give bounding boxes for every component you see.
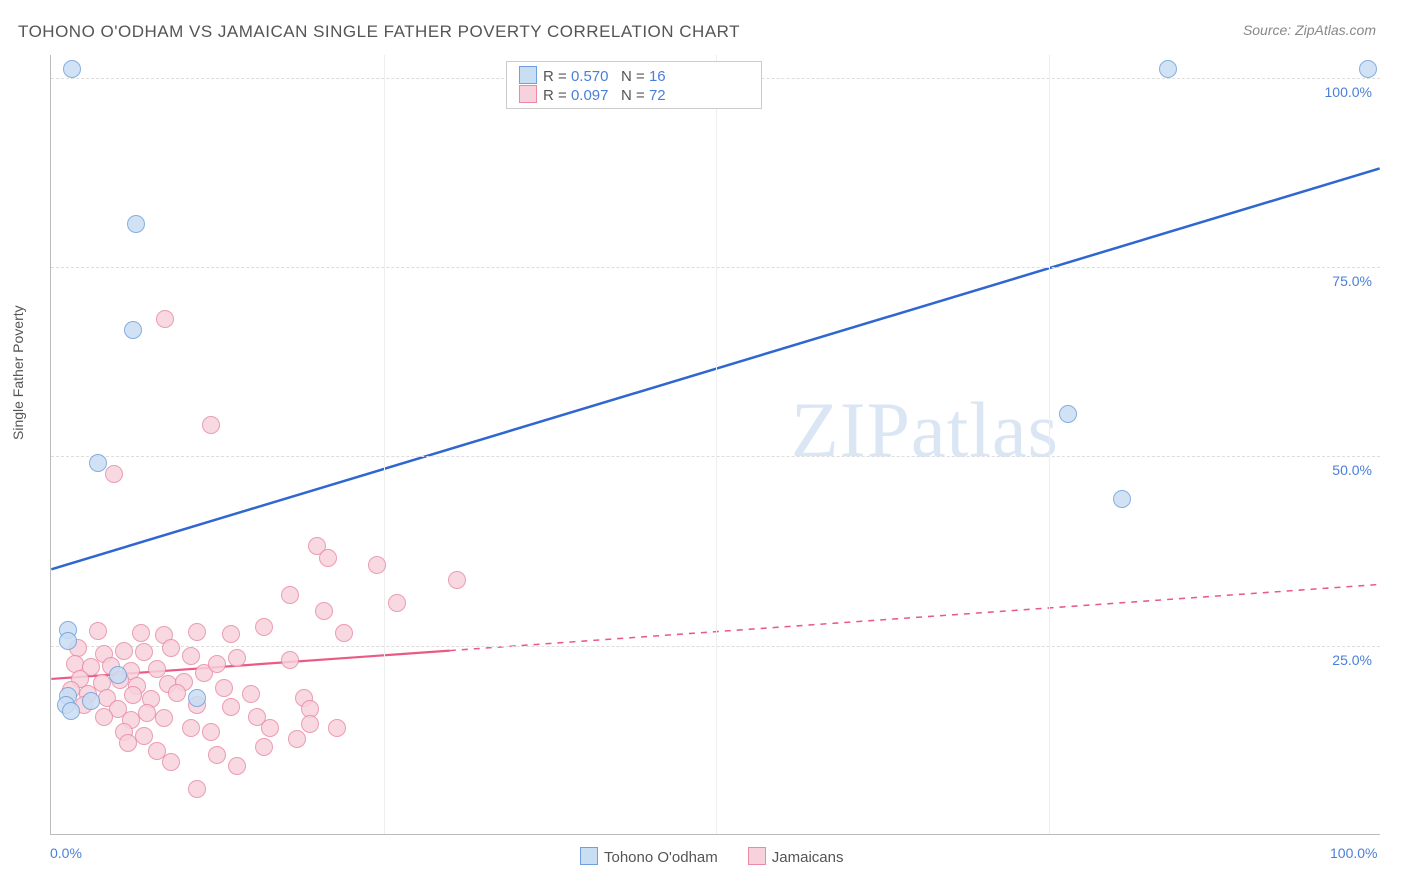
legend-swatch	[748, 847, 766, 865]
scatter-point	[138, 704, 156, 722]
scatter-point	[119, 734, 137, 752]
correlation-legend: R = 0.570 N = 16R = 0.097 N = 72	[506, 61, 762, 109]
scatter-point	[228, 757, 246, 775]
scatter-point	[162, 639, 180, 657]
scatter-point	[228, 649, 246, 667]
series-name: Jamaicans	[772, 849, 844, 866]
scatter-point	[115, 642, 133, 660]
scatter-point	[388, 594, 406, 612]
scatter-point	[95, 708, 113, 726]
gridline-v	[384, 55, 385, 834]
scatter-point	[132, 624, 150, 642]
scatter-point	[155, 709, 173, 727]
series-legend-item: Tohono O'odham	[580, 849, 718, 866]
scatter-point	[1059, 405, 1077, 423]
scatter-point	[82, 692, 100, 710]
y-tick-label: 75.0%	[1332, 273, 1372, 289]
source-name: ZipAtlas.com	[1295, 22, 1376, 38]
legend-swatch	[519, 66, 537, 84]
scatter-point	[261, 719, 279, 737]
legend-n-prefix: N =	[621, 87, 649, 104]
y-tick-label: 25.0%	[1332, 652, 1372, 668]
scatter-point	[168, 684, 186, 702]
scatter-point	[89, 454, 107, 472]
scatter-point	[335, 624, 353, 642]
series-name: Tohono O'odham	[604, 849, 718, 866]
legend-r-prefix: R =	[543, 87, 571, 104]
scatter-point	[301, 715, 319, 733]
scatter-point	[208, 655, 226, 673]
legend-swatch	[580, 847, 598, 865]
series-legend: Tohono O'odham Jamaicans	[580, 847, 873, 866]
legend-n-value: 72	[649, 87, 666, 104]
gridline-v	[716, 55, 717, 834]
source-prefix: Source:	[1243, 22, 1295, 38]
legend-n-value: 16	[649, 68, 666, 85]
scatter-point	[127, 215, 145, 233]
y-tick-label: 50.0%	[1332, 462, 1372, 478]
scatter-point	[1159, 60, 1177, 78]
scatter-point	[105, 465, 123, 483]
x-tick-label: 100.0%	[1330, 845, 1377, 861]
scatter-point	[124, 686, 142, 704]
legend-n-prefix: N =	[621, 68, 649, 85]
gridline-v	[1049, 55, 1050, 834]
scatter-point	[124, 321, 142, 339]
source-credit: Source: ZipAtlas.com	[1243, 22, 1376, 38]
scatter-point	[59, 632, 77, 650]
scatter-point	[215, 679, 233, 697]
trend-line-dashed	[450, 584, 1380, 650]
chart-title: TOHONO O'ODHAM VS JAMAICAN SINGLE FATHER…	[18, 22, 740, 42]
scatter-point	[208, 746, 226, 764]
watermark: ZIPatlas	[791, 385, 1059, 475]
series-legend-item: Jamaicans	[748, 849, 844, 866]
legend-r-value: 0.097	[571, 87, 609, 104]
scatter-point	[328, 719, 346, 737]
scatter-point	[182, 647, 200, 665]
scatter-point	[281, 651, 299, 669]
x-tick-label: 0.0%	[50, 845, 82, 861]
scatter-point	[109, 666, 127, 684]
scatter-point	[188, 780, 206, 798]
correlation-legend-row: R = 0.097 N = 72	[519, 85, 749, 104]
scatter-point	[135, 643, 153, 661]
scatter-point	[162, 753, 180, 771]
scatter-point	[281, 586, 299, 604]
scatter-point	[319, 549, 337, 567]
scatter-point	[63, 60, 81, 78]
correlation-legend-row: R = 0.570 N = 16	[519, 66, 749, 85]
scatter-point	[255, 738, 273, 756]
scatter-point	[188, 689, 206, 707]
legend-r-value: 0.570	[571, 68, 609, 85]
scatter-point	[1359, 60, 1377, 78]
scatter-point	[222, 698, 240, 716]
scatter-point	[156, 310, 174, 328]
legend-r-prefix: R =	[543, 68, 571, 85]
scatter-point	[255, 618, 273, 636]
scatter-point	[135, 727, 153, 745]
scatter-point	[62, 702, 80, 720]
scatter-point	[1113, 490, 1131, 508]
legend-swatch	[519, 85, 537, 103]
y-axis-label: Single Father Poverty	[10, 305, 26, 440]
scatter-point	[202, 723, 220, 741]
plot-area: ZIPatlas 25.0% 50.0% 75.0% 100.0% R = 0.570 …	[50, 55, 1380, 835]
scatter-point	[188, 623, 206, 641]
scatter-point	[242, 685, 260, 703]
scatter-point	[89, 622, 107, 640]
scatter-point	[202, 416, 220, 434]
y-tick-label: 100.0%	[1325, 84, 1372, 100]
scatter-point	[182, 719, 200, 737]
scatter-point	[222, 625, 240, 643]
scatter-point	[315, 602, 333, 620]
scatter-point	[368, 556, 386, 574]
scatter-point	[448, 571, 466, 589]
scatter-point	[288, 730, 306, 748]
